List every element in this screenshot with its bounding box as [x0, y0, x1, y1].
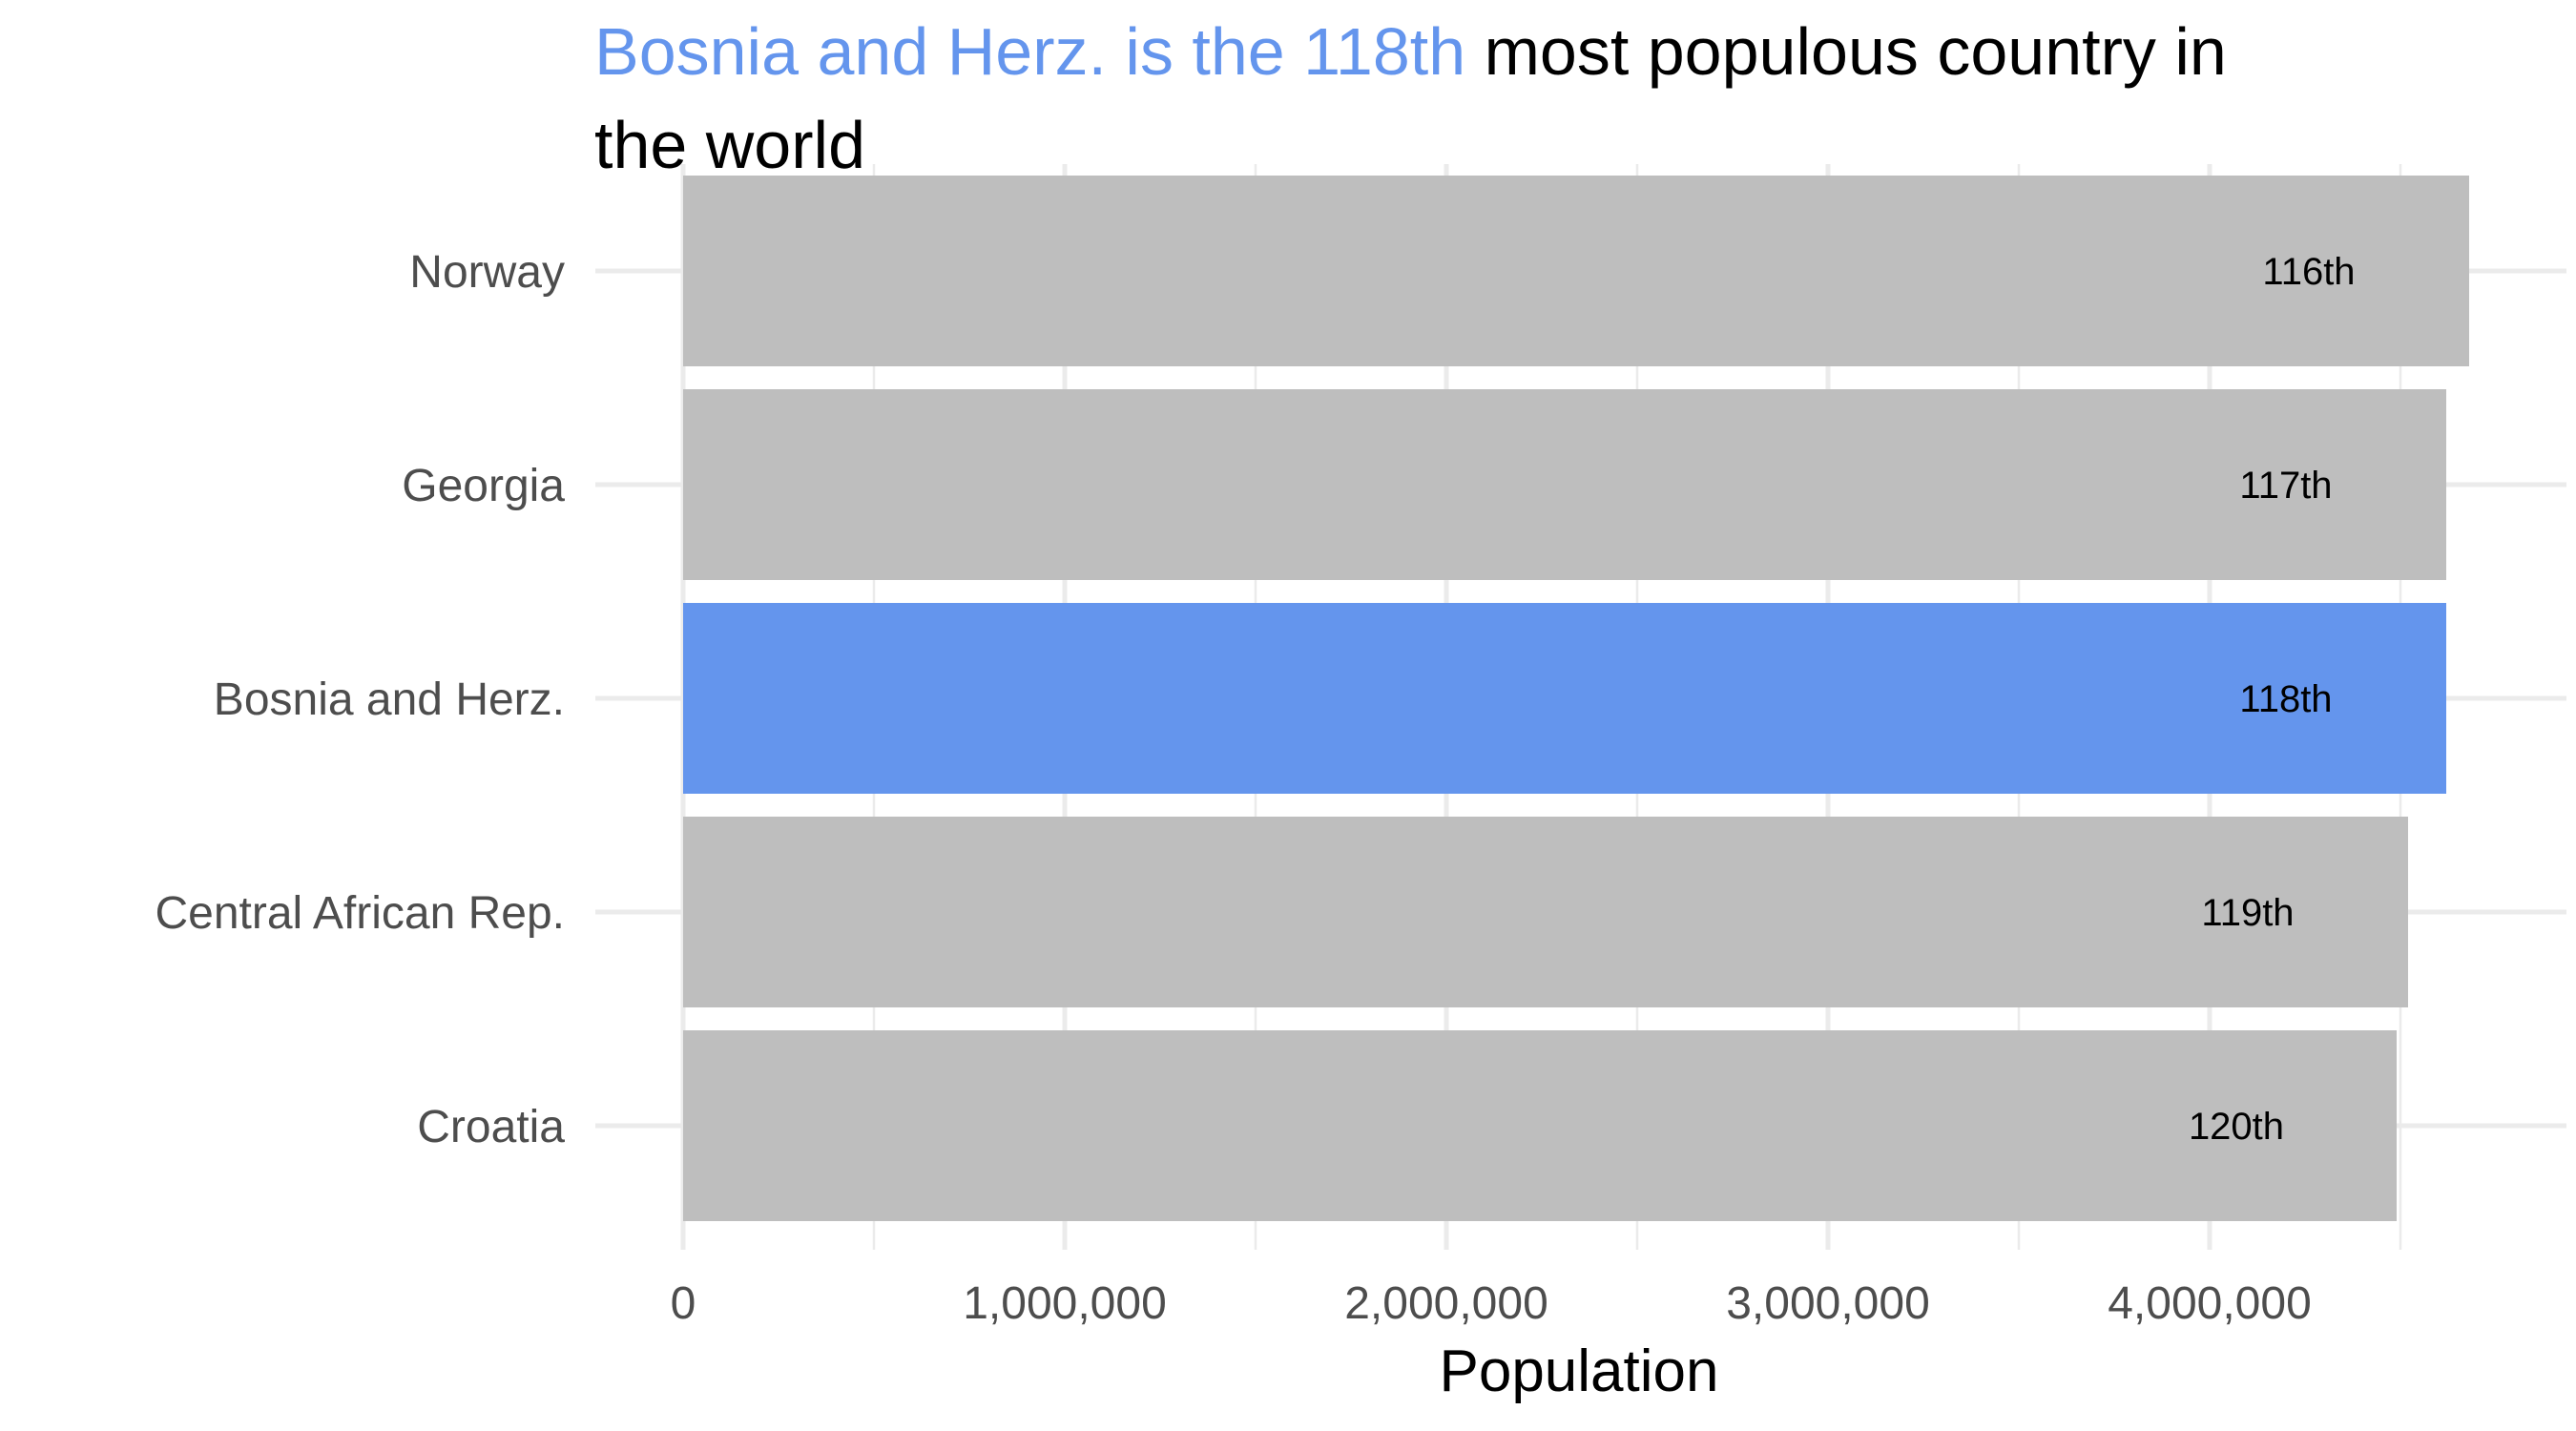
x-tick-label: 2,000,000 — [1344, 1278, 1548, 1329]
x-tick-label: 3,000,000 — [1726, 1278, 1930, 1329]
category-label: Georgia — [402, 461, 565, 511]
chart-title-line2: the world — [594, 108, 865, 182]
chart-title-highlight: Bosnia and Herz. is the 118th — [594, 14, 1465, 89]
category-label: Central African Rep. — [155, 888, 565, 939]
rank-label: 117th — [2239, 465, 2332, 507]
rank-label: 116th — [2262, 251, 2355, 293]
x-tick-label: 1,000,000 — [963, 1278, 1167, 1329]
data-labels: 116th 117th 118th 119th 120th — [2189, 251, 2356, 1148]
x-tick-label: 4,000,000 — [2108, 1278, 2312, 1329]
bar — [683, 603, 2446, 794]
category-axis: Norway Georgia Bosnia and Herz. Central Afr… — [155, 247, 565, 1152]
category-label: Bosnia and Herz. — [214, 674, 565, 725]
chart-title-rest: most populous country in — [1465, 14, 2227, 89]
bars — [683, 176, 2469, 1221]
x-axis-title: Population — [1439, 1338, 1718, 1404]
bar — [683, 1030, 2397, 1221]
rank-label: 119th — [2201, 892, 2294, 934]
category-label: Norway — [409, 247, 565, 298]
chart-title: Bosnia and Herz. is the 118th most popul… — [594, 14, 2227, 89]
bar — [683, 176, 2469, 366]
x-tick-label: 0 — [671, 1278, 696, 1329]
rank-label: 118th — [2239, 678, 2332, 720]
bar — [683, 817, 2408, 1007]
category-label: Croatia — [417, 1102, 565, 1152]
bar — [683, 389, 2446, 580]
rank-label: 120th — [2189, 1106, 2284, 1148]
x-axis-ticks: 0 1,000,000 2,000,000 3,000,000 4,000,000 — [671, 1278, 2312, 1329]
